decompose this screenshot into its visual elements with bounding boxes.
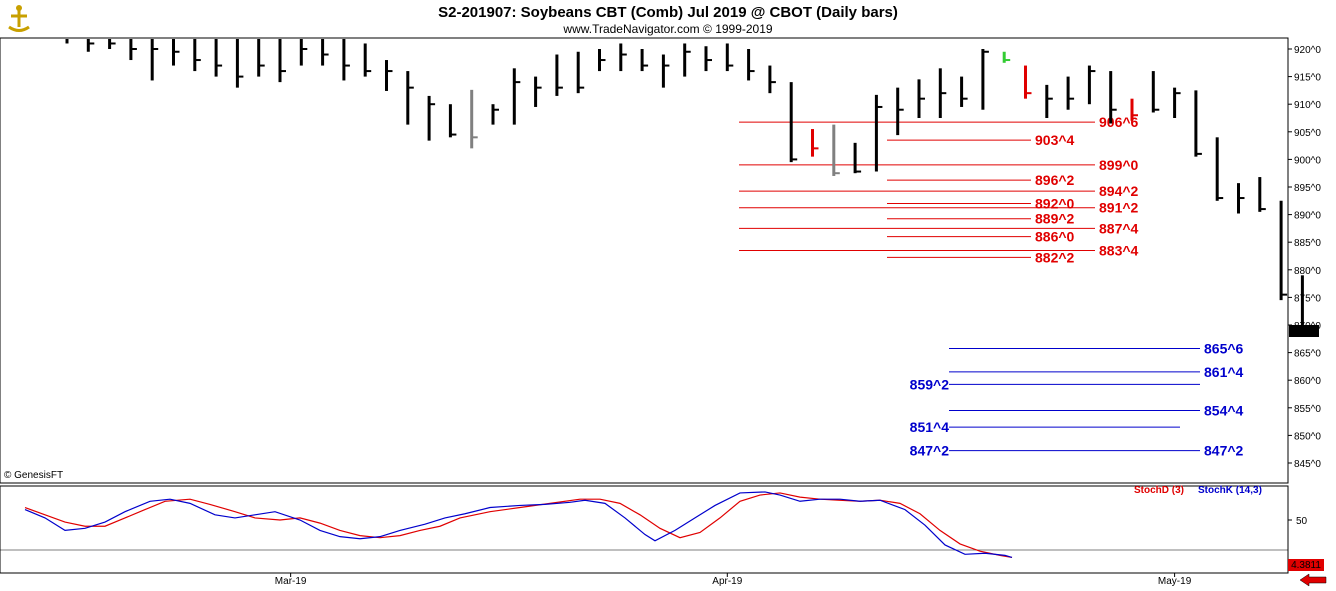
y-tick-label-3: 905^0	[1294, 128, 1321, 139]
chart-title: S2-201907: Soybeans CBT (Comb) Jul 2019 …	[438, 4, 898, 21]
level-label-3: 896^2	[1035, 172, 1075, 188]
x-tick-label-2: May-19	[1158, 576, 1192, 587]
scroll-arrow-icon[interactable]	[1298, 573, 1328, 587]
copyright-text: © GenesisFT	[4, 470, 63, 481]
chart-subtitle: www.TradeNavigator.com © 1999-2019	[562, 22, 772, 36]
level-label-9: 886^0	[1035, 229, 1075, 245]
level-label-13: 861^4	[1204, 364, 1244, 380]
legend-stoch-d: StochD (3)	[1134, 485, 1184, 496]
projection-levels: 906^6 903^4 899^0 896^2 894^2 892^0 891^2 889^2…	[739, 114, 1244, 459]
app-logo-icon	[4, 4, 34, 34]
last-price-label: 868^6	[1291, 326, 1318, 337]
level-label-7: 889^2	[1035, 211, 1075, 227]
y-tick-label-7: 885^0	[1294, 238, 1321, 249]
y-tick-label-9: 875^0	[1294, 293, 1321, 304]
stochastic-lines	[24, 491, 1013, 559]
y-tick-label-15: 845^0	[1294, 459, 1321, 470]
level-label-11: 882^2	[1035, 249, 1075, 265]
x-tick-label-0: Mar-19	[275, 576, 307, 587]
stochastic-panel: StochD (3) StochK (14,3) 50 4.3811	[0, 485, 1328, 587]
y-tick-label-13: 855^0	[1294, 404, 1321, 415]
y-tick-label-11: 865^0	[1294, 349, 1321, 360]
level-label-16: 851^4	[910, 419, 950, 435]
x-axis: Mar-19 Apr-19 May-19	[275, 573, 1192, 587]
level-label-10: 883^4	[1099, 242, 1139, 258]
level-label-17-b: 847^2	[910, 443, 950, 459]
level-label-17: 847^2	[1204, 443, 1244, 459]
level-label-2: 899^0	[1099, 157, 1139, 173]
level-label-8: 887^4	[1099, 220, 1139, 236]
level-label-15: 854^4	[1204, 403, 1244, 419]
level-label-5: 892^0	[1035, 196, 1075, 212]
y-tick-label-0: 920^0	[1294, 45, 1321, 56]
y-tick-label-5: 895^0	[1294, 183, 1321, 194]
price-y-axis: 920^0 915^0 910^0 905^0 900^0 895^0 890^0 885^0…	[1288, 45, 1321, 470]
level-label-12: 865^6	[1204, 340, 1244, 356]
y-tick-label-4: 900^0	[1294, 155, 1321, 166]
level-label-1: 903^4	[1035, 132, 1075, 148]
x-tick-label-1: Apr-19	[712, 576, 742, 587]
header: S2-201907: Soybeans CBT (Comb) Jul 2019 …	[0, 0, 1336, 38]
price-bars	[65, 39, 1309, 334]
level-label-4: 894^2	[1099, 183, 1139, 199]
level-label-6: 891^2	[1099, 200, 1139, 216]
y-tick-label-12: 860^0	[1294, 376, 1321, 387]
last-price-marker: 868^6	[1289, 325, 1319, 337]
stoch-series-1	[24, 491, 1013, 559]
stochastic-plot-area	[0, 485, 1289, 574]
level-label-14: 859^2	[910, 376, 950, 392]
y-tick-label-14: 850^0	[1294, 431, 1321, 442]
y-tick-label-1: 915^0	[1294, 73, 1321, 84]
stochastic-y-axis: 50	[1288, 516, 1308, 527]
stoch-last-label: 4.3811	[1291, 560, 1321, 571]
y-tick-label-6: 890^0	[1294, 211, 1321, 222]
y-tick-label-2: 910^0	[1294, 100, 1321, 111]
legend-stoch-k: StochK (14,3)	[1198, 485, 1262, 496]
y-tick-label-8: 880^0	[1294, 266, 1321, 277]
level-label-0: 906^6	[1099, 114, 1139, 130]
price-plot-area	[0, 37, 1289, 484]
stoch-last-marker: 4.3811	[1288, 559, 1324, 571]
stoch-y-tick-label-0: 50	[1296, 516, 1308, 527]
price-panel: 906^6 903^4 899^0 896^2 894^2 892^0 891^2 889^2…	[0, 37, 1321, 484]
